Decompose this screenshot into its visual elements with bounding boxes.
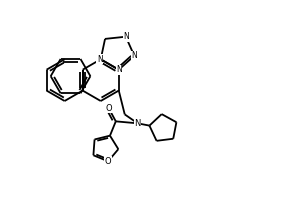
Text: O: O — [105, 157, 111, 166]
Text: N: N — [123, 32, 129, 41]
Text: N: N — [116, 65, 122, 74]
Text: N: N — [131, 51, 137, 60]
Text: O: O — [106, 104, 112, 113]
Text: N: N — [97, 55, 103, 64]
Text: N: N — [134, 119, 141, 128]
